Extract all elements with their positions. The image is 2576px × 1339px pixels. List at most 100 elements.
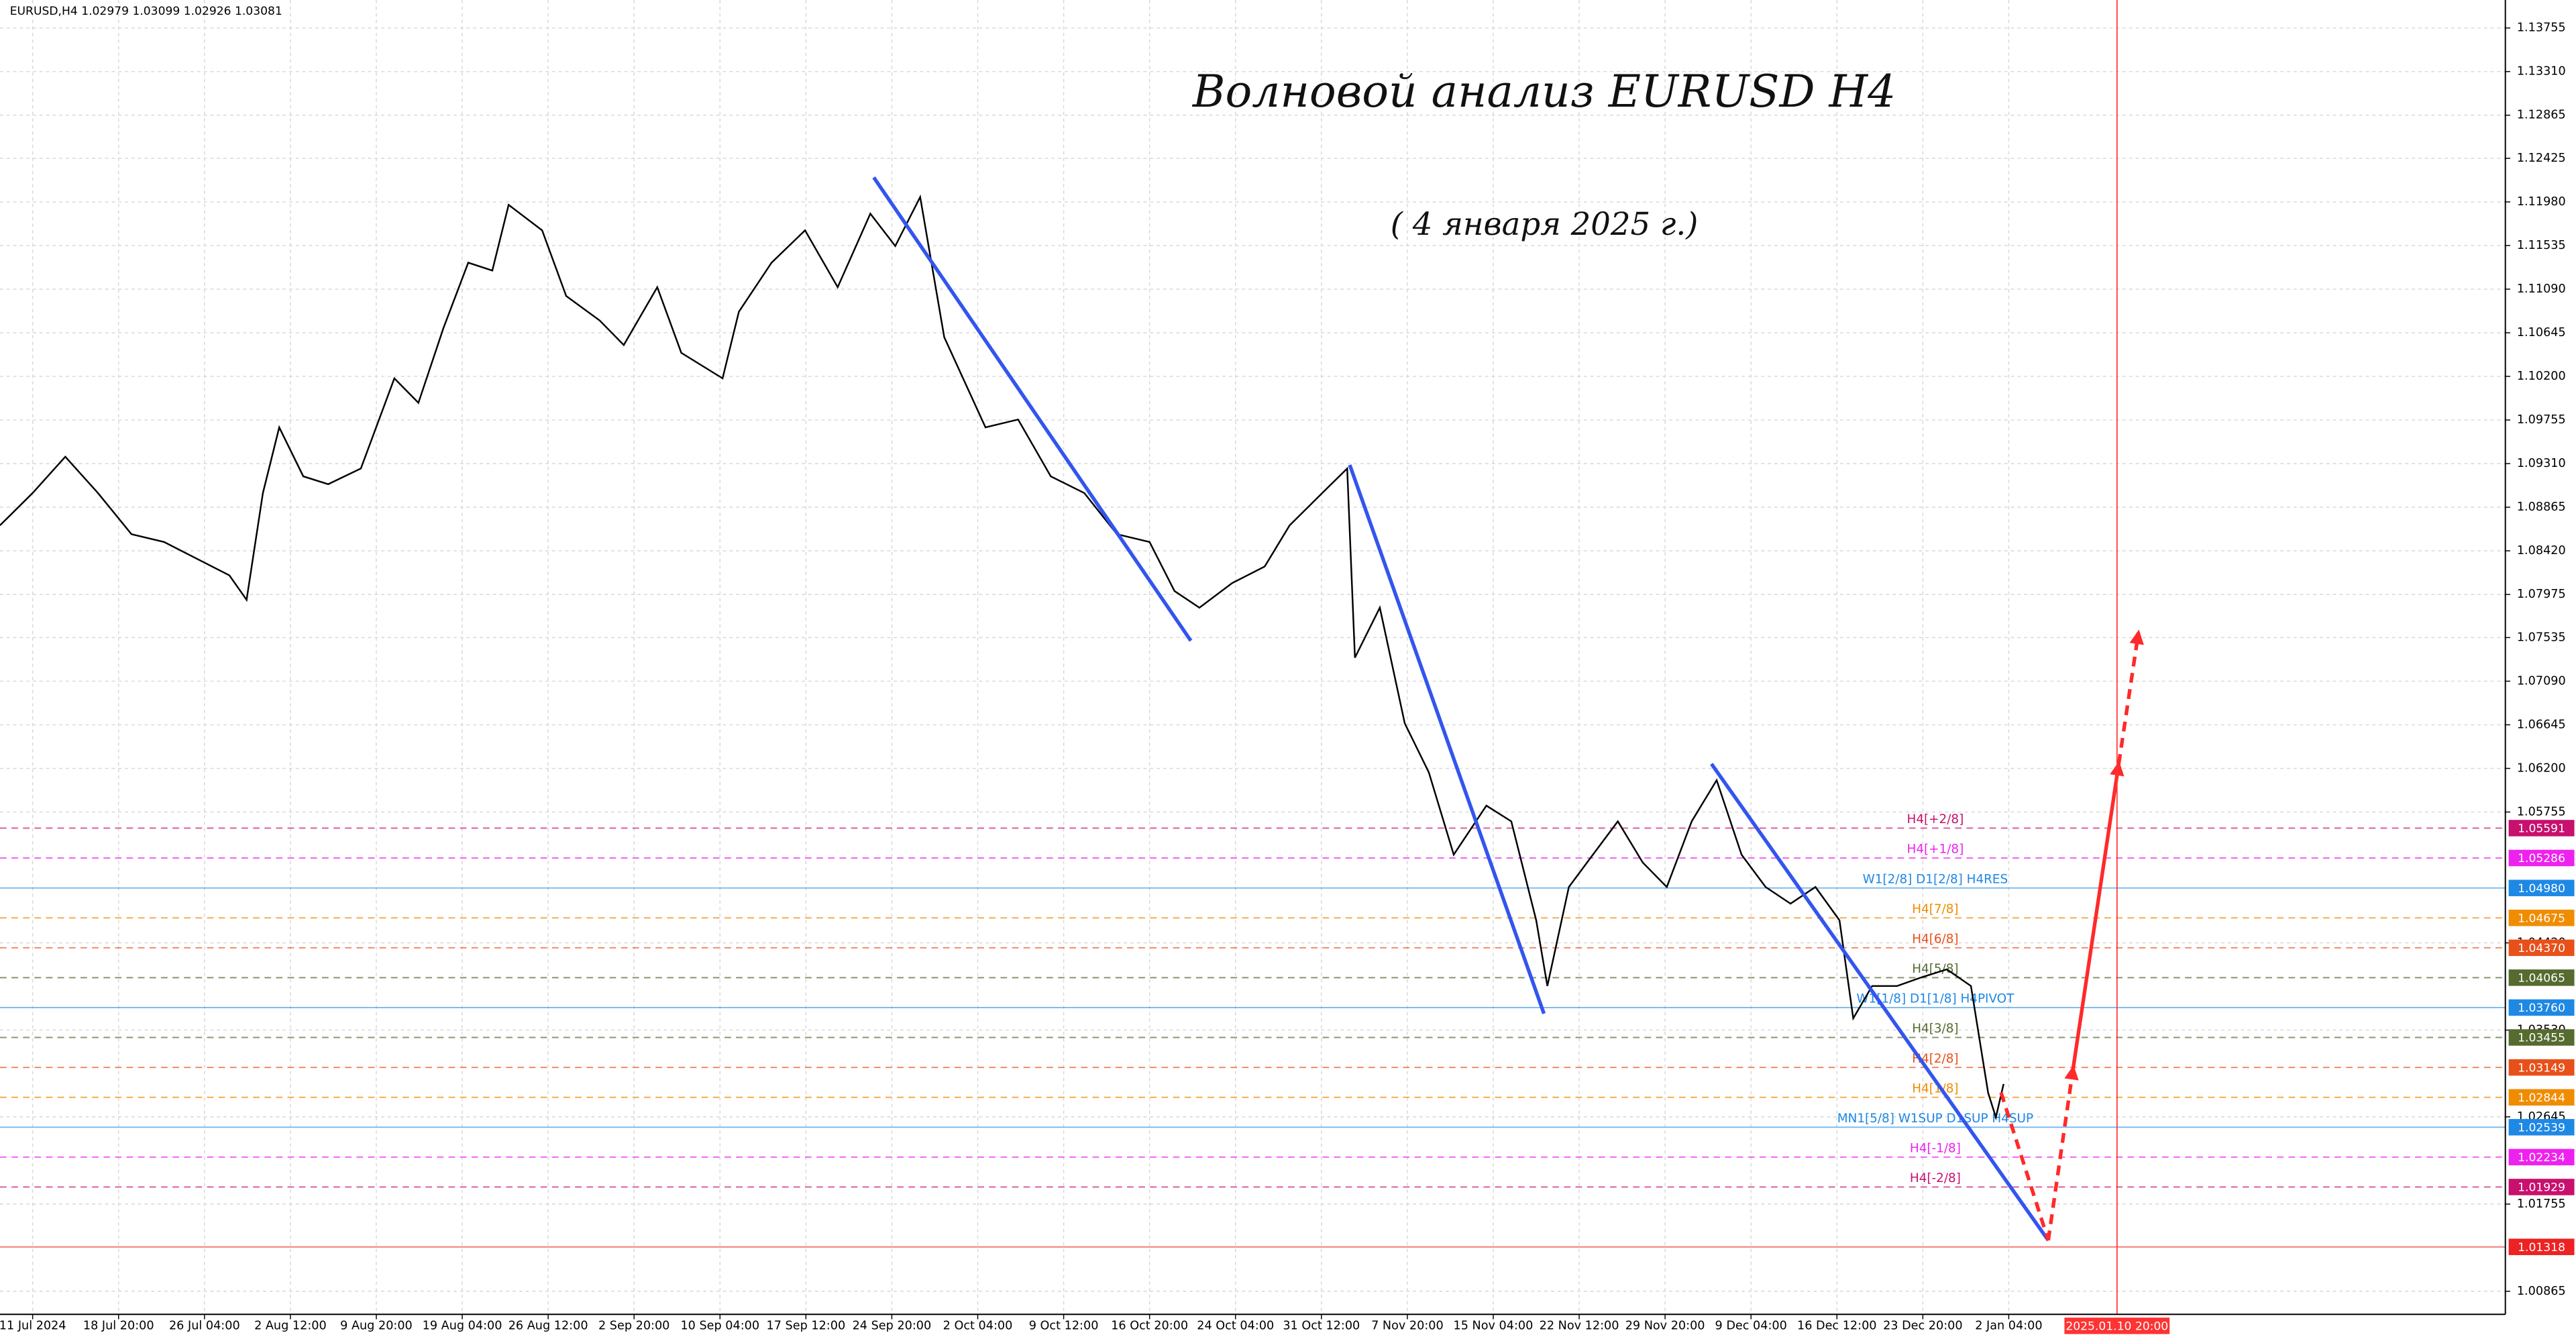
x-tick-label: 16 Dec 12:00 bbox=[1797, 1319, 1877, 1332]
level-price: 1.04675 bbox=[2518, 912, 2565, 925]
y-tick-label: 1.05755 bbox=[2517, 805, 2566, 818]
y-tick-label: 1.06645 bbox=[2517, 718, 2566, 731]
x-tick-label: 29 Nov 20:00 bbox=[1625, 1319, 1705, 1332]
trend-line bbox=[1348, 464, 1546, 1014]
level-price: 1.03149 bbox=[2518, 1061, 2565, 1075]
level-box bbox=[2508, 1179, 2575, 1195]
level-name: H4[3/8] bbox=[1912, 1022, 1958, 1036]
y-tick-label: 1.13755 bbox=[2517, 21, 2566, 35]
level-name: MN1[5/8] W1SUP D1SUP H4SUP bbox=[1837, 1112, 2033, 1126]
level-box bbox=[2508, 1029, 2575, 1046]
header: EURUSD,H4 1.02979 1.03099 1.02926 1.0308… bbox=[10, 5, 282, 18]
level-name: H4[1/8] bbox=[1912, 1082, 1958, 1096]
level-box bbox=[2508, 1238, 2575, 1255]
level-name: H4[-2/8] bbox=[1910, 1171, 1961, 1185]
trend-line bbox=[1710, 763, 2050, 1242]
x-tick-label: 2 Jan 04:00 bbox=[1975, 1319, 2042, 1332]
level-box bbox=[2508, 820, 2575, 837]
y-tick-label: 1.07975 bbox=[2517, 588, 2566, 601]
y-tick-label: 1.01755 bbox=[2517, 1197, 2566, 1211]
x-tick-label: 23 Dec 20:00 bbox=[1883, 1319, 1963, 1332]
level-price: 1.02234 bbox=[2518, 1151, 2565, 1165]
y-tick-label: 1.08420 bbox=[2517, 544, 2566, 557]
level-price: 1.04980 bbox=[2518, 882, 2565, 896]
level-box bbox=[2508, 1059, 2575, 1076]
level-price: 1.03760 bbox=[2518, 1002, 2565, 1015]
x-tick-label: 22 Nov 12:00 bbox=[1540, 1319, 1619, 1332]
grid bbox=[0, 0, 2506, 1315]
level-price: 1.04370 bbox=[2518, 942, 2565, 955]
time-marker-label: 2025.01.10 20:00 bbox=[2065, 1320, 2168, 1334]
level-price: 1.01929 bbox=[2518, 1181, 2565, 1195]
y-tick-label: 1.09755 bbox=[2517, 413, 2566, 427]
x-tick-label: 15 Nov 04:00 bbox=[1454, 1319, 1534, 1332]
level-name: H4[+2/8] bbox=[1907, 812, 1964, 826]
x-tick-label: 16 Oct 20:00 bbox=[1111, 1319, 1188, 1332]
level-box bbox=[2508, 939, 2575, 957]
y-tick-label: 1.07535 bbox=[2517, 631, 2566, 644]
level-price: 1.02844 bbox=[2518, 1091, 2565, 1105]
chart-title: Волновой анализ EURUSD H4 bbox=[1192, 66, 1896, 117]
level-box bbox=[2508, 969, 2575, 986]
level-name: W1[2/8] D1[2/8] H4RES bbox=[1863, 872, 2008, 886]
x-tick-label: 7 Nov 20:00 bbox=[1371, 1319, 1444, 1332]
level-box bbox=[2508, 999, 2575, 1016]
level-name: H4[7/8] bbox=[1912, 902, 1958, 916]
level-price: 1.01318 bbox=[2518, 1241, 2565, 1254]
level-box bbox=[2508, 849, 2575, 867]
axes: 1.13755 1.13310 1.12865 1.12425 1.11980 1.115… bbox=[0, 21, 2575, 1334]
x-tick-label: 9 Aug 20:00 bbox=[340, 1319, 413, 1332]
x-tick-label: 9 Oct 12:00 bbox=[1029, 1319, 1099, 1332]
x-tick-label: 11 Jul 2024 bbox=[0, 1319, 66, 1332]
x-tick-label: 2 Aug 12:00 bbox=[254, 1319, 327, 1332]
y-tick-label: 1.10645 bbox=[2517, 326, 2566, 339]
level-box bbox=[2508, 879, 2575, 896]
x-tick-label: 26 Jul 04:00 bbox=[169, 1319, 240, 1332]
x-tick-label: 18 Jul 20:00 bbox=[83, 1319, 154, 1332]
level-name: H4[+1/8] bbox=[1907, 843, 1964, 857]
level-box bbox=[2508, 1119, 2575, 1136]
level-box bbox=[2508, 910, 2575, 926]
level-name: H4[5/8] bbox=[1912, 962, 1958, 976]
y-tick-label: 1.09310 bbox=[2517, 457, 2566, 470]
x-tick-label: 24 Oct 04:00 bbox=[1197, 1319, 1274, 1332]
level-box bbox=[2508, 1148, 2575, 1166]
level-price: 1.02539 bbox=[2518, 1122, 2565, 1135]
level-name: W1[1/8] D1[1/8] H4PIVOT bbox=[1856, 992, 2015, 1006]
price-line bbox=[0, 194, 2004, 1121]
level-price: 1.05591 bbox=[2518, 822, 2565, 836]
y-tick-label: 1.07090 bbox=[2517, 674, 2566, 688]
y-tick-label: 1.12425 bbox=[2517, 152, 2566, 165]
y-tick-label: 1.11980 bbox=[2517, 195, 2566, 209]
plot bbox=[0, 0, 2144, 1315]
level-name: H4[6/8] bbox=[1912, 932, 1958, 947]
x-tick-label: 31 Oct 12:00 bbox=[1283, 1319, 1360, 1332]
x-tick-label: 2 Sep 20:00 bbox=[598, 1319, 669, 1332]
chart-subtitle: ( 4 января 2025 г.) bbox=[1391, 206, 1699, 242]
forecast-line bbox=[2046, 1065, 2079, 1241]
levels: H4[+2/8] H4[+1/8] W1[2/8] D1[2/8] H4RES H4[… bbox=[0, 812, 2506, 1248]
y-tick-label: 1.11535 bbox=[2517, 239, 2566, 252]
trend-line bbox=[872, 176, 1193, 642]
y-tick-label: 1.10200 bbox=[2517, 370, 2566, 383]
forecast-line bbox=[1999, 1091, 2050, 1241]
y-tick-label: 1.13310 bbox=[2517, 65, 2566, 78]
y-tick-label: 1.11090 bbox=[2517, 282, 2566, 296]
x-tick-label: 26 Aug 12:00 bbox=[508, 1319, 588, 1332]
x-tick-label: 24 Sep 20:00 bbox=[853, 1319, 932, 1332]
x-tick-label: 10 Sep 04:00 bbox=[680, 1319, 759, 1332]
level-price: 1.03455 bbox=[2518, 1032, 2565, 1045]
level-name: H4[-1/8] bbox=[1910, 1142, 1961, 1156]
y-tick-label: 1.12865 bbox=[2517, 109, 2566, 122]
time-marker-box bbox=[2064, 1318, 2170, 1334]
level-box bbox=[2508, 1089, 2575, 1106]
y-tick-label: 1.06200 bbox=[2517, 761, 2566, 775]
level-price: 1.04065 bbox=[2518, 972, 2565, 985]
level-price: 1.05286 bbox=[2518, 852, 2565, 865]
forecast-line bbox=[2071, 761, 2125, 1069]
x-tick-label: 17 Sep 12:00 bbox=[767, 1319, 846, 1332]
x-tick-label: 2 Oct 04:00 bbox=[943, 1319, 1013, 1332]
